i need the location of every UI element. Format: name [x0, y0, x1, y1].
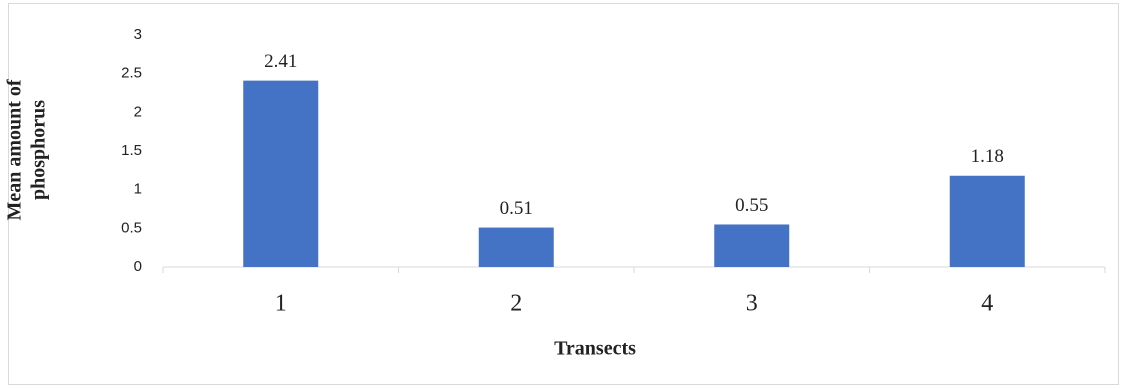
y-tick-label: 3 [134, 26, 142, 43]
y-tick-label: 2 [134, 103, 142, 120]
data-label: 1.18 [971, 146, 1004, 167]
x-axis-title: Transects [554, 338, 636, 360]
y-tick-label: 0.5 [121, 219, 142, 236]
bar [714, 224, 790, 267]
y-axis-title: Mean amount of phosphorus [4, 79, 50, 220]
data-label: 2.41 [264, 51, 297, 72]
y-tick-label: 0 [134, 258, 142, 275]
bar [949, 175, 1025, 267]
data-label: 0.55 [735, 195, 768, 216]
y-axis-title-line: Mean amount of [4, 79, 26, 220]
y-tick-label: 1.5 [121, 142, 142, 159]
x-tick-label: 3 [746, 291, 758, 317]
x-tick-label: 4 [981, 291, 993, 317]
bar [478, 227, 554, 267]
y-axis-title-line: phosphorus [28, 100, 50, 200]
chart-border [8, 3, 1119, 385]
y-tick-label: 1 [134, 181, 142, 198]
x-tick-label: 1 [275, 291, 287, 317]
x-tick-label: 2 [510, 291, 522, 317]
bar [243, 80, 319, 267]
y-tick-label: 2.5 [121, 65, 142, 82]
data-label: 0.51 [500, 198, 533, 219]
